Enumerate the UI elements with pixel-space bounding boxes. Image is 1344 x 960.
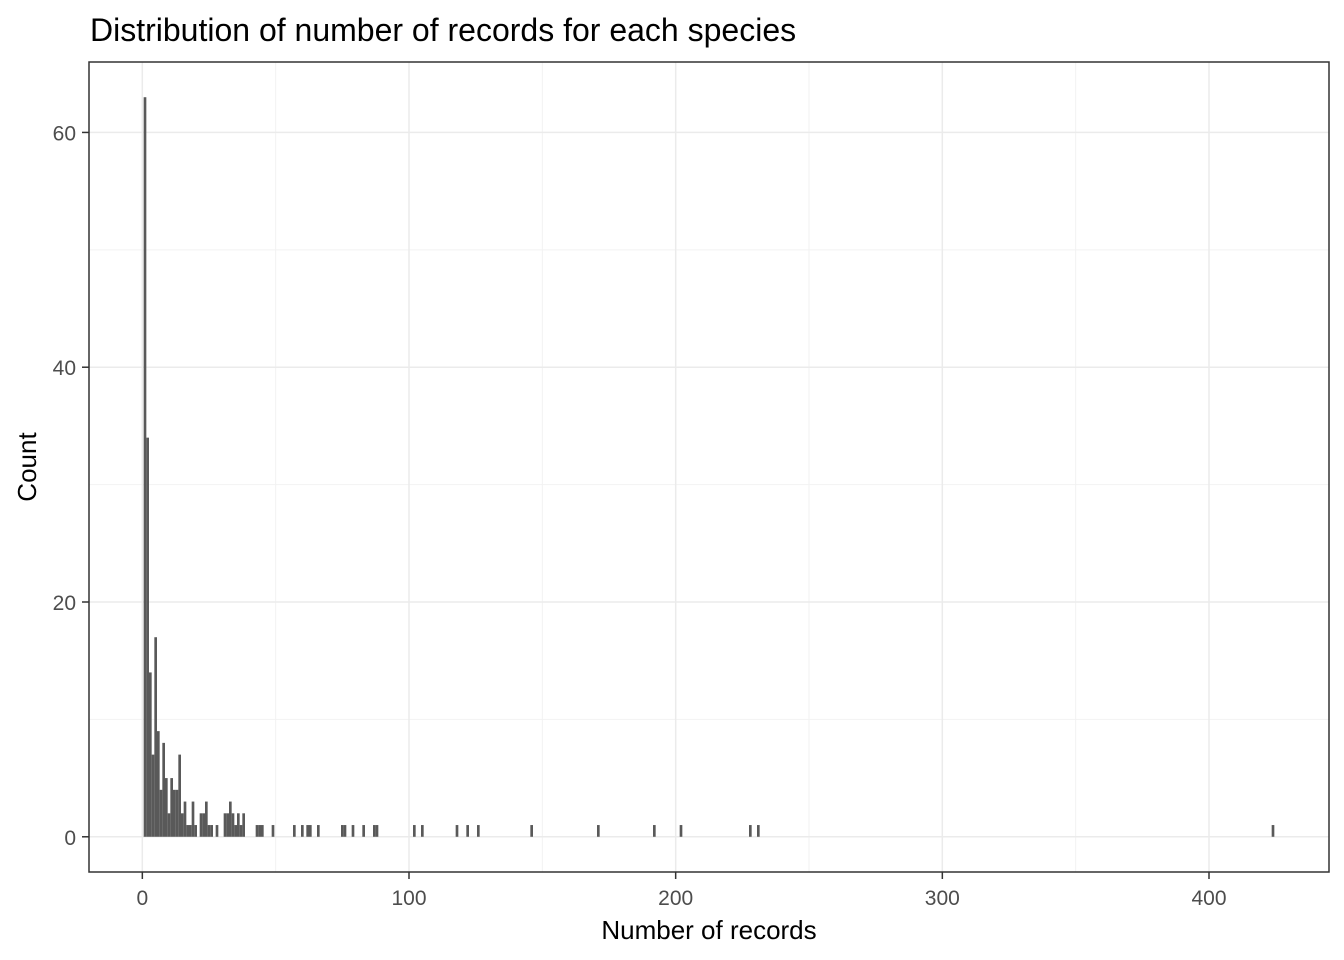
histogram-bar (477, 825, 480, 837)
histogram-bar (178, 754, 181, 837)
histogram-bar (749, 825, 752, 837)
histogram-bar (207, 825, 211, 837)
histogram-bar (317, 825, 320, 837)
histogram-bar (301, 825, 304, 837)
histogram-bar (215, 825, 219, 837)
y-axis-title: Count (12, 432, 42, 502)
x-tick-label: 100 (391, 887, 426, 910)
histogram-bar (234, 825, 237, 837)
y-tick-label: 40 (53, 357, 76, 380)
histogram-bar (175, 789, 179, 837)
histogram-bar (143, 97, 147, 837)
histogram-bar (199, 813, 203, 837)
histogram-bar (679, 825, 683, 837)
histogram-bar (202, 813, 205, 837)
histogram-bar (242, 813, 245, 837)
x-tick-label: 400 (1191, 887, 1226, 910)
histogram-bar (167, 813, 171, 837)
histogram-bar (223, 813, 227, 837)
histogram-bar (258, 825, 261, 837)
histogram-bar (173, 789, 176, 837)
histogram-bar (237, 813, 240, 837)
histogram-bar (530, 825, 533, 837)
histogram-bar (149, 672, 152, 837)
histogram-bar (375, 825, 379, 837)
x-tick-label: 200 (658, 887, 693, 910)
histogram-bar (239, 825, 243, 837)
histogram-bar (146, 437, 149, 837)
histogram-bar (205, 801, 208, 837)
histogram-bar (306, 825, 309, 837)
histogram-bar (186, 825, 189, 837)
histogram-bar (151, 754, 155, 837)
histogram-bar (351, 825, 355, 837)
y-tick-label: 20 (53, 592, 76, 615)
histogram-bar (154, 637, 157, 837)
x-axis-title: Number of records (601, 915, 816, 945)
histogram-bar (181, 813, 184, 837)
histogram-bar (309, 825, 312, 837)
histogram-bar (183, 801, 187, 837)
histogram-bar (421, 825, 424, 837)
x-axis: 0 100 200 300 400 (136, 872, 1227, 910)
histogram-bar (162, 742, 165, 837)
histogram-bar (157, 731, 160, 837)
histogram-bar (343, 825, 347, 837)
histogram-bar (194, 825, 197, 837)
histogram-bar (653, 825, 656, 837)
histogram-bars (143, 97, 1275, 837)
histogram-bar (341, 825, 344, 837)
histogram-bar (165, 778, 168, 837)
histogram-bar (413, 825, 416, 837)
major-gridlines (89, 62, 1329, 872)
histogram-bar (229, 801, 232, 837)
histogram-bar (597, 825, 600, 837)
histogram-bar (191, 801, 195, 837)
histogram-bar (293, 825, 296, 837)
histogram-bar (271, 825, 275, 837)
histogram-bar (210, 825, 213, 837)
plot-panel-border (88, 61, 1330, 873)
y-axis: 0 20 40 60 (53, 122, 89, 850)
histogram-bar (455, 825, 459, 837)
x-tick-label: 300 (925, 887, 960, 910)
histogram-bar (261, 825, 264, 837)
x-tick-label: 0 (136, 887, 148, 910)
minor-gridlines (89, 62, 1329, 872)
histogram-bar (757, 825, 760, 837)
histogram-bar (255, 825, 259, 837)
histogram-bar (1271, 825, 1275, 837)
histogram-bar (226, 813, 229, 837)
histogram-bar (159, 789, 163, 837)
y-tick-label: 60 (53, 122, 76, 145)
chart-title: Distribution of number of records for ea… (90, 12, 796, 48)
histogram-bar (362, 825, 365, 837)
histogram-bar (170, 778, 173, 837)
y-tick-label: 0 (64, 827, 76, 850)
histogram-bar (231, 813, 235, 837)
histogram-bar (189, 825, 192, 837)
histogram-bar (373, 825, 376, 837)
histogram-bar (466, 825, 469, 837)
